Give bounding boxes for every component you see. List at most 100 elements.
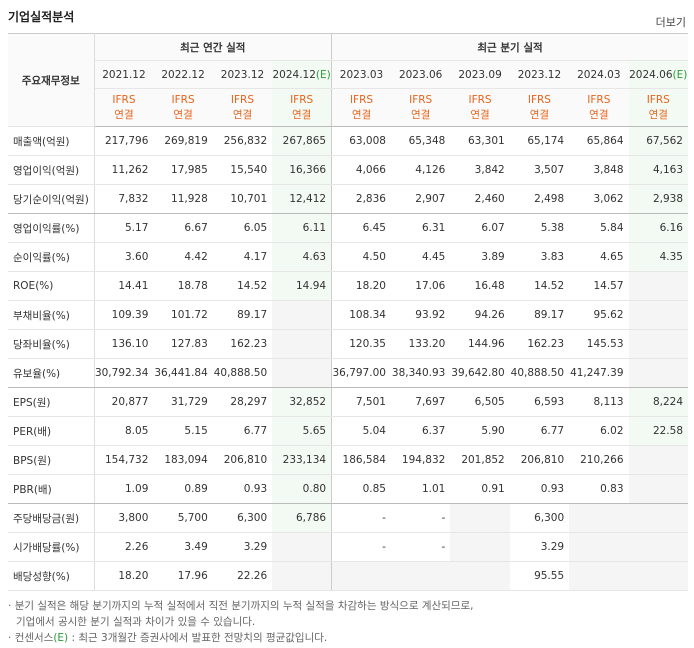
cell bbox=[628, 532, 688, 562]
cell: - bbox=[390, 532, 451, 562]
cell: 20,877 bbox=[94, 387, 154, 417]
cell: 31,729 bbox=[153, 387, 213, 417]
cell: 4.42 bbox=[153, 242, 213, 272]
cell: 136.10 bbox=[94, 329, 154, 359]
standard-header: IFRS 연결 bbox=[450, 88, 510, 127]
cell: - bbox=[331, 503, 391, 533]
cell: 0.93 bbox=[509, 474, 570, 504]
cell: 3.89 bbox=[450, 242, 510, 272]
note-text: : 최근 3개월간 증권사에서 발표한 전망치의 평균값입니다. bbox=[68, 632, 328, 644]
cell: 6.02 bbox=[569, 416, 629, 446]
accounting-basis: IFRS bbox=[409, 93, 433, 106]
data-row: BPS(원) 154,732 183,094 206,810 233,134 186,58… bbox=[8, 445, 688, 475]
cell: 0.91 bbox=[450, 474, 510, 504]
accounting-basis: IFRS bbox=[171, 93, 195, 106]
cell: 183,094 bbox=[153, 445, 213, 475]
cell: 6,505 bbox=[450, 387, 510, 417]
consolidation: 연결 bbox=[529, 108, 550, 121]
cell: 0.93 bbox=[212, 474, 273, 504]
row-label: PER(배) bbox=[8, 416, 95, 446]
cell: 14.57 bbox=[569, 271, 629, 301]
cell: 6.77 bbox=[509, 416, 570, 446]
cell: 30,792.34 bbox=[94, 358, 154, 388]
cell: 32,852 bbox=[272, 387, 332, 417]
cell: 256,832 bbox=[212, 126, 273, 156]
cell: 162.23 bbox=[212, 329, 273, 359]
cell: 5.04 bbox=[331, 416, 391, 446]
cell: 6,593 bbox=[509, 387, 570, 417]
cell: 16,366 bbox=[272, 155, 332, 185]
consolidation: 연결 bbox=[114, 108, 134, 121]
cell: 6.16 bbox=[628, 213, 688, 243]
accounting-basis: IFRS bbox=[527, 93, 551, 106]
cell: 3.60 bbox=[94, 242, 154, 272]
cell: 6.31 bbox=[390, 213, 451, 243]
cell: 95.55 bbox=[509, 561, 570, 591]
cell: 144.96 bbox=[450, 329, 510, 359]
cell: 1.01 bbox=[390, 474, 451, 504]
financial-table: 주요재무정보 최근 연간 실적 최근 분기 실적 2021.12 2022.12 2… bbox=[8, 33, 688, 591]
standard-header: IFRS 연결 bbox=[509, 88, 570, 127]
cell: 7,501 bbox=[331, 387, 391, 417]
cell: 4,066 bbox=[331, 155, 391, 185]
cell: 108.34 bbox=[331, 300, 391, 330]
cell: 89.17 bbox=[212, 300, 273, 330]
period: 2024.12 bbox=[272, 68, 316, 81]
data-row: ROE(%) 14.41 18.78 14.52 14.94 18.20 17.06 16.4… bbox=[8, 271, 688, 301]
data-row: 유보율(%) 30,792.34 36,441.84 40,888.50 36,797.… bbox=[8, 358, 688, 388]
cell: 101.72 bbox=[153, 300, 213, 330]
period-header: 2023.03 bbox=[331, 60, 391, 89]
cell bbox=[272, 561, 332, 591]
estimate-mark: (E) bbox=[672, 68, 688, 81]
cell: 6.05 bbox=[212, 213, 273, 243]
data-row: 매출액(억원) 217,796 269,819 256,832 267,865 63,00… bbox=[8, 126, 688, 156]
period-header: 2023.06 bbox=[390, 60, 451, 89]
row-label: 당기순이익(억원) bbox=[8, 184, 95, 214]
standard-header: IFRS 연결 bbox=[153, 88, 213, 127]
data-row: 영업이익률(%) 5.17 6.67 6.05 6.11 6.45 6.31 6.07 5.38… bbox=[8, 213, 688, 243]
period-header: 2023.09 bbox=[450, 60, 510, 89]
cell: 127.83 bbox=[153, 329, 213, 359]
cell: 6.11 bbox=[272, 213, 332, 243]
row-label: BPS(원) bbox=[8, 445, 95, 475]
cell: - bbox=[390, 503, 451, 533]
cell: 6,786 bbox=[272, 503, 332, 533]
more-link[interactable]: 더보기 bbox=[655, 16, 686, 29]
cell bbox=[272, 358, 332, 388]
cell: 5.65 bbox=[272, 416, 332, 446]
cell: 89.17 bbox=[509, 300, 570, 330]
row-label: 당좌비율(%) bbox=[8, 329, 95, 359]
cell: 5.90 bbox=[450, 416, 510, 446]
cell: 14.94 bbox=[272, 271, 332, 301]
cell: 8,224 bbox=[628, 387, 688, 417]
data-row: PER(배) 8.05 5.15 6.77 5.65 5.04 6.37 5.90 6.77 6.… bbox=[8, 416, 688, 446]
cell bbox=[331, 561, 391, 591]
cell: 109.39 bbox=[94, 300, 154, 330]
cell: 154,732 bbox=[94, 445, 154, 475]
consolidation: 연결 bbox=[410, 108, 431, 121]
cell: 67,562 bbox=[628, 126, 688, 156]
cell: 3,842 bbox=[450, 155, 510, 185]
consolidation: 연결 bbox=[589, 108, 609, 121]
cell: 162.23 bbox=[509, 329, 570, 359]
period: 2022.12 bbox=[161, 68, 205, 81]
standard-header: IFRS 연결 bbox=[390, 88, 451, 127]
accounting-basis: IFRS bbox=[230, 93, 255, 106]
cell: 14.52 bbox=[212, 271, 273, 301]
cell: 93.92 bbox=[390, 300, 451, 330]
cell: 269,819 bbox=[153, 126, 213, 156]
cell: 17,985 bbox=[153, 155, 213, 185]
standard-header: IFRS 연결 bbox=[331, 88, 391, 127]
note-text: 컨센서스 bbox=[14, 632, 54, 644]
data-row: PBR(배) 1.09 0.89 0.93 0.80 0.85 1.01 0.91 0.93 0.… bbox=[8, 474, 688, 504]
cell: 0.85 bbox=[331, 474, 391, 504]
cell: 2.26 bbox=[94, 532, 154, 562]
cell: 6.45 bbox=[331, 213, 391, 243]
cell bbox=[390, 561, 451, 591]
cell bbox=[628, 358, 688, 388]
cell: - bbox=[331, 532, 391, 562]
period: 2023.09 bbox=[458, 68, 502, 81]
period-header: 2024.06(E) bbox=[628, 60, 688, 89]
cell: 38,340.93 bbox=[390, 358, 451, 388]
cell: 4,163 bbox=[628, 155, 688, 185]
